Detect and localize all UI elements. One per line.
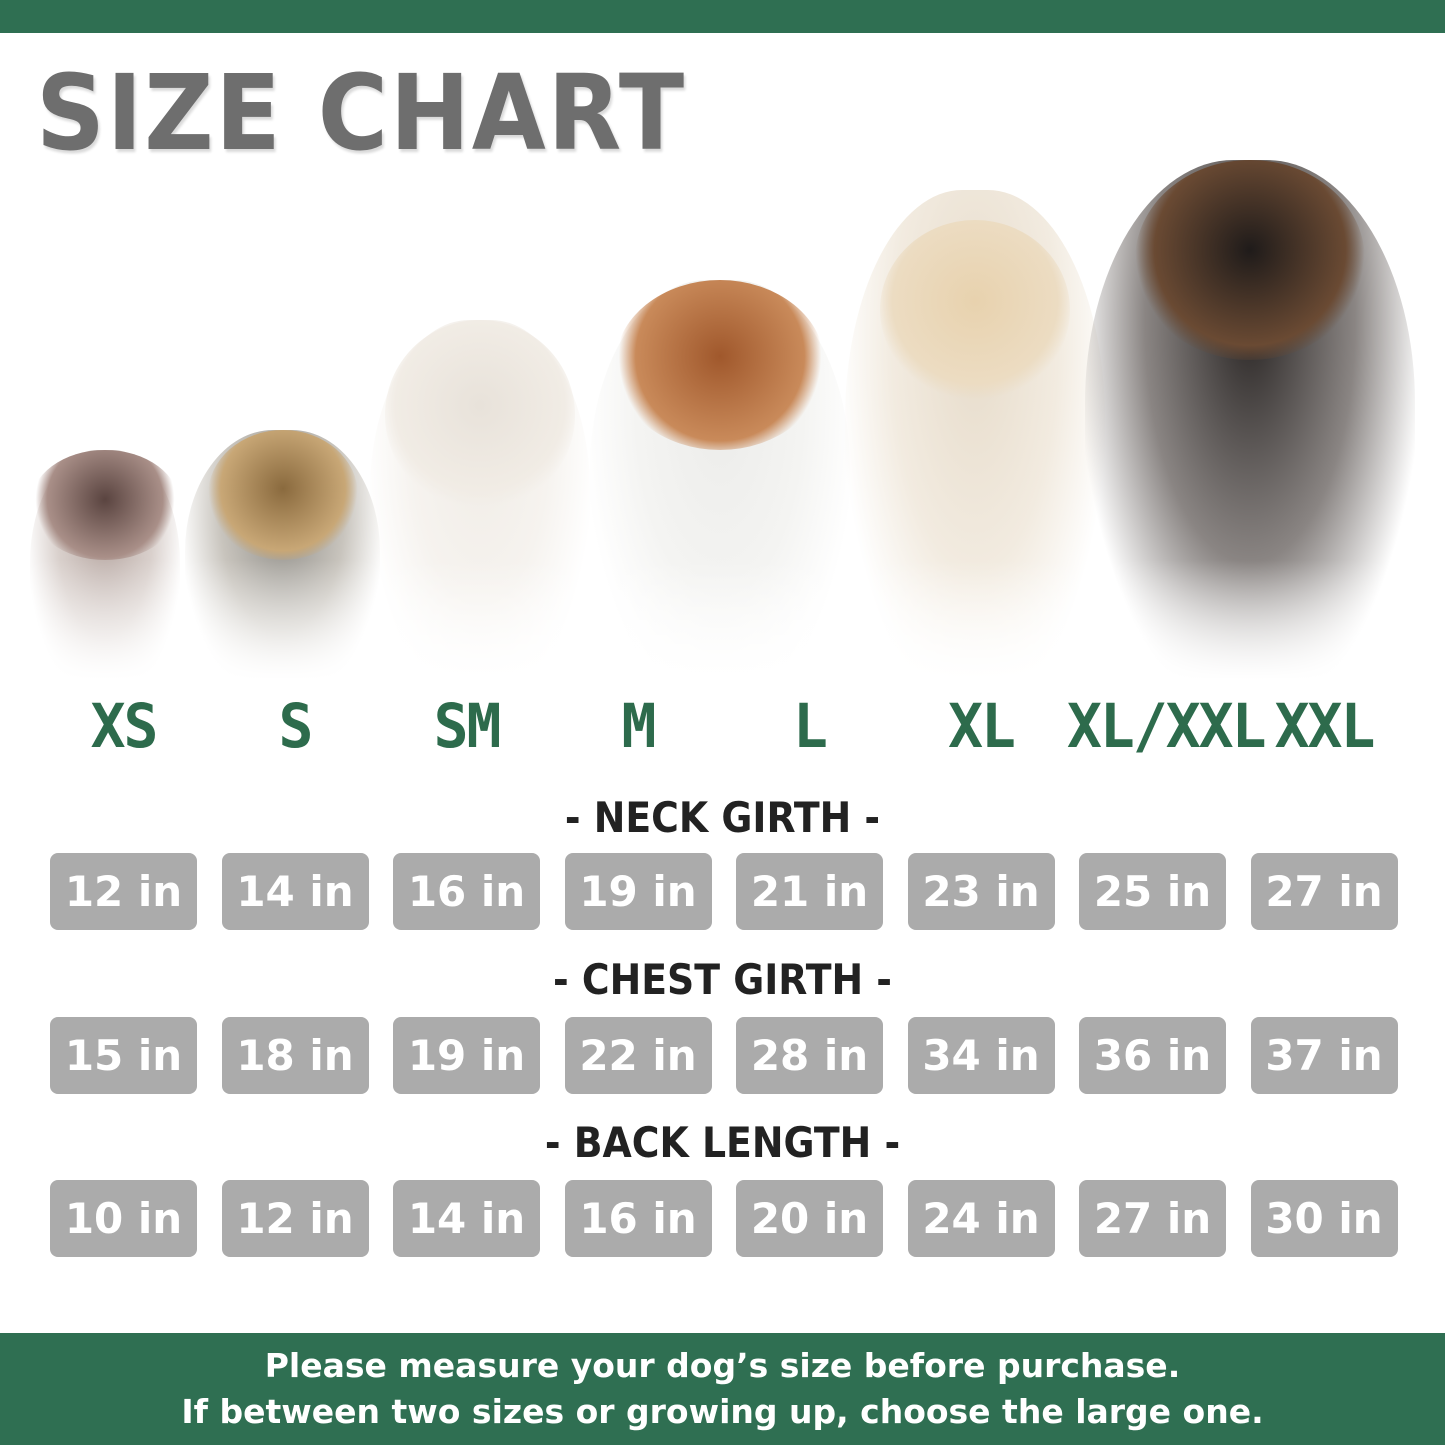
measurement-badge: 23 in (907, 853, 1055, 930)
measurement-badge: 24 in (907, 1180, 1055, 1257)
measurement-badge: 37 in (1250, 1017, 1398, 1094)
measurement-badge: 18 in (221, 1017, 369, 1094)
size-label: XL/XXL (1067, 690, 1267, 762)
size-label: L (793, 690, 828, 762)
footer-band: Please measure your dog’s size before pu… (0, 1333, 1445, 1445)
measurement-badge: 36 in (1079, 1017, 1226, 1094)
page-title: SIZE CHART (36, 52, 686, 174)
measurement-heading: - BACK LENGTH - (544, 1118, 901, 1167)
size-label: M (621, 690, 657, 762)
measurement-badge: 19 in (564, 853, 712, 930)
size-label: S (278, 690, 314, 762)
measurement-badge: 10 in (50, 1180, 197, 1257)
footer-line-1: Please measure your dog’s size before pu… (264, 1346, 1181, 1385)
measurement-badge: 12 in (50, 853, 197, 930)
measurement-badge: 34 in (907, 1017, 1055, 1094)
size-label: XL (948, 690, 1016, 762)
measurement-badge: 30 in (1250, 1180, 1398, 1257)
measurement-badge: 27 in (1250, 853, 1398, 930)
measurement-badge: 22 in (564, 1017, 712, 1094)
size-label: XS (90, 690, 159, 762)
size-label: XXL (1274, 690, 1376, 762)
size-label: SM (433, 690, 502, 762)
photo-fade (0, 560, 1445, 720)
measurement-badge: 14 in (393, 1180, 540, 1257)
measurement-badge: 25 in (1079, 853, 1226, 930)
measurement-badge: 14 in (221, 853, 369, 930)
measurement-badge: 12 in (221, 1180, 369, 1257)
footer-line-2: If between two sizes or growing up, choo… (181, 1392, 1264, 1431)
measurement-badge: 16 in (393, 853, 540, 930)
measurement-heading: - NECK GIRTH - (564, 793, 881, 842)
measurement-badge: 19 in (393, 1017, 540, 1094)
measurement-badge: 20 in (736, 1180, 883, 1257)
measurement-badge: 28 in (736, 1017, 883, 1094)
top-bar (0, 0, 1445, 33)
measurement-heading: - CHEST GIRTH - (553, 955, 892, 1004)
measurement-badge: 15 in (50, 1017, 197, 1094)
measurement-badge: 21 in (736, 853, 883, 930)
measurement-badge: 27 in (1079, 1180, 1226, 1257)
measurement-badge: 16 in (564, 1180, 712, 1257)
